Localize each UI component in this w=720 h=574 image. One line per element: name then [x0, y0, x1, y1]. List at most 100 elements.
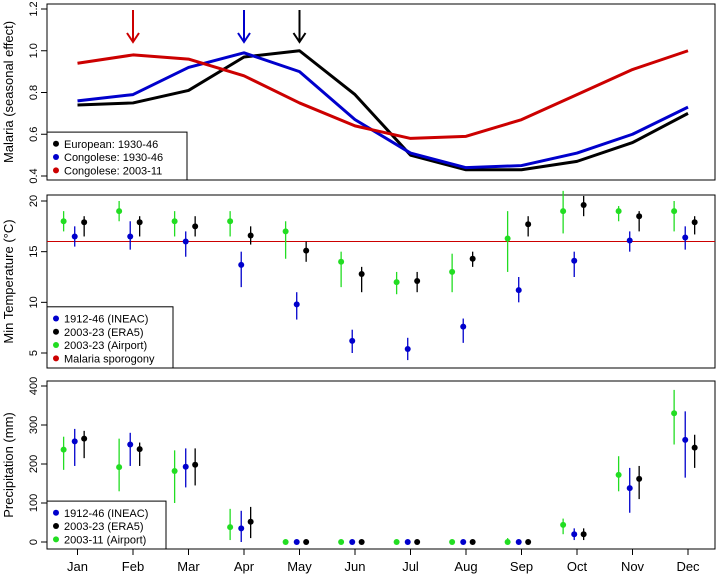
data-point	[404, 345, 411, 352]
legend-label: Malaria sporogony	[64, 353, 155, 365]
data-point	[636, 213, 643, 220]
y-tick-label: 15	[28, 246, 40, 258]
y-tick-label: 0.6	[28, 127, 40, 142]
data-point	[338, 539, 345, 545]
data-point	[136, 219, 143, 226]
y-tick-label: 300	[28, 416, 40, 434]
data-point	[171, 218, 178, 225]
data-point	[127, 441, 134, 448]
legend-marker	[53, 355, 59, 362]
data-point	[504, 539, 511, 545]
data-point	[414, 539, 421, 545]
legend-box	[46, 306, 174, 369]
data-point	[238, 261, 245, 268]
legend: 1912-46 (INEAC) 2003-23 (ERA5)2003-23 (Ai…	[46, 306, 174, 369]
legend-marker	[53, 523, 59, 530]
legend-box	[46, 131, 188, 181]
data-point	[469, 255, 476, 262]
legend-label: 2003-11 (Airport)	[64, 534, 146, 546]
data-point	[192, 223, 199, 230]
data-point	[571, 531, 578, 538]
data-point	[227, 218, 234, 225]
y-axis-label: Min Temperature (°C)	[1, 219, 16, 343]
data-point	[626, 485, 633, 492]
data-point	[303, 539, 310, 545]
data-point	[293, 539, 300, 545]
legend-marker	[53, 509, 59, 516]
data-point	[60, 218, 67, 225]
arrow-head	[126, 32, 140, 44]
legend-label: 2003-23 (ERA5)	[64, 521, 144, 533]
data-point	[60, 446, 67, 453]
data-point	[469, 539, 476, 545]
data-point	[358, 270, 365, 277]
data-point	[192, 461, 199, 468]
data-point	[414, 278, 421, 285]
y-tick-label: 200	[28, 455, 40, 473]
data-point	[81, 435, 88, 442]
legend-marker	[53, 328, 59, 335]
data-point	[358, 539, 365, 545]
legend-marker	[53, 140, 59, 147]
data-point	[349, 337, 356, 344]
y-tick-label: 100	[28, 494, 40, 512]
data-point	[571, 257, 578, 264]
legend-marker	[53, 342, 59, 349]
x-tick-label: Apr	[234, 559, 255, 574]
legend-label: Congolese: 2003-11	[64, 165, 162, 177]
y-tick-label: 20	[28, 195, 40, 207]
data-point	[580, 531, 587, 538]
x-tick-label: Jun	[345, 559, 366, 574]
panel-frame	[46, 380, 716, 550]
data-point	[71, 438, 78, 445]
data-point	[626, 237, 633, 244]
legend-marker	[53, 536, 59, 543]
panel-frame	[46, 194, 716, 369]
legend-label: European: 1930-46	[64, 139, 158, 151]
data-point	[449, 268, 456, 275]
data-point	[691, 219, 698, 226]
arrow-head	[292, 32, 307, 44]
data-point	[580, 202, 587, 209]
data-point	[393, 539, 400, 545]
data-point	[525, 221, 532, 228]
legend-marker	[53, 154, 59, 161]
legend-marker	[53, 315, 59, 322]
y-tick-label: 1.2	[28, 1, 40, 16]
x-tick-label: Nov	[621, 559, 645, 574]
data-point	[615, 208, 622, 215]
data-point	[671, 410, 678, 417]
x-tick-label: Jul	[402, 559, 419, 574]
data-point	[182, 463, 189, 470]
data-point	[460, 539, 467, 545]
data-point	[282, 539, 289, 545]
y-axis-label: Precipitation (mm)	[1, 412, 16, 517]
data-point	[349, 539, 356, 545]
x-tick-label: Dec	[676, 559, 700, 574]
data-point	[136, 446, 143, 453]
y-tick-label: 0.8	[28, 85, 40, 100]
data-point	[460, 323, 467, 330]
data-point	[393, 279, 400, 286]
data-point	[116, 208, 123, 215]
data-point	[116, 464, 123, 471]
x-tick-label: Mar	[177, 559, 200, 574]
x-tick-label: Feb	[122, 559, 144, 574]
series-line	[77, 51, 689, 170]
legend-label: 2003-23 (Airport)	[64, 340, 147, 352]
arrow-head	[237, 32, 251, 44]
x-tick-label: Sep	[510, 559, 533, 574]
data-point	[636, 475, 643, 482]
series-line	[77, 49, 689, 172]
panel-2: 1912-46 (INEAC) 2003-23 (ERA5)2003-23 (Ai…	[41, 190, 716, 369]
legend-marker	[53, 167, 59, 174]
data-point	[338, 258, 345, 265]
data-point	[525, 539, 532, 545]
data-point	[282, 228, 289, 235]
legend-label: Congolese: 1930-46	[64, 152, 163, 164]
legend-label: 1912-46 (INEAC)	[64, 313, 148, 325]
data-point	[171, 468, 178, 475]
data-point	[404, 539, 411, 545]
